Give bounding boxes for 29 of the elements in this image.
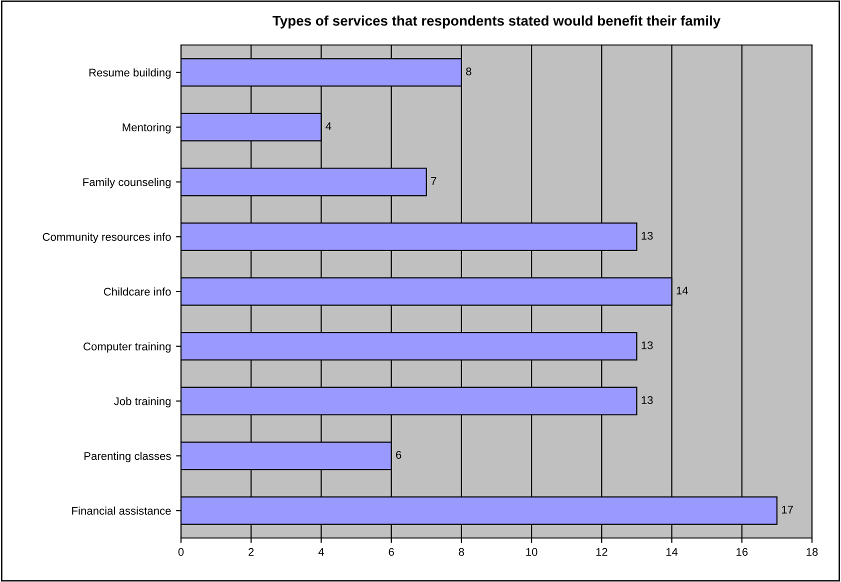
data-label: 13	[642, 232, 653, 240]
data-label: 7	[431, 177, 436, 185]
y-tick-label: Parenting classes	[84, 452, 171, 462]
x-tick-label: 14	[666, 548, 678, 556]
data-label: 8	[466, 68, 472, 76]
y-tick-label: Job training	[114, 397, 171, 408]
x-tick-label: 8	[458, 548, 464, 556]
y-tick-label: Computer training	[84, 342, 171, 353]
data-label: 4	[326, 122, 332, 130]
chart-title: Types of services that respondents stated would benefit their family	[272, 15, 721, 28]
data-label: 6	[396, 450, 402, 459]
x-tick-label: 0	[178, 548, 184, 556]
y-tick-label: Childcare info	[104, 287, 171, 296]
data-label: 17	[782, 506, 793, 514]
y-tick-label: Financial assistance	[72, 506, 171, 515]
x-tick-label: 12	[596, 548, 608, 556]
x-tick-label: 6	[388, 548, 394, 556]
y-tick-label: Resume building	[89, 68, 171, 79]
x-tick-label: 18	[806, 548, 818, 556]
data-label: 13	[642, 341, 653, 350]
x-tick-label: 4	[318, 548, 324, 556]
y-tick-label: Family counseling	[83, 178, 171, 188]
x-tick-label: 2	[248, 548, 254, 556]
x-tick-label: 10	[526, 548, 538, 556]
y-tick-label: Community resources info	[42, 232, 171, 244]
data-label: 14	[676, 286, 688, 294]
x-tick-label: 16	[736, 548, 748, 556]
data-label: 13	[642, 396, 653, 404]
y-tick-label: Mentoring	[122, 123, 171, 134]
